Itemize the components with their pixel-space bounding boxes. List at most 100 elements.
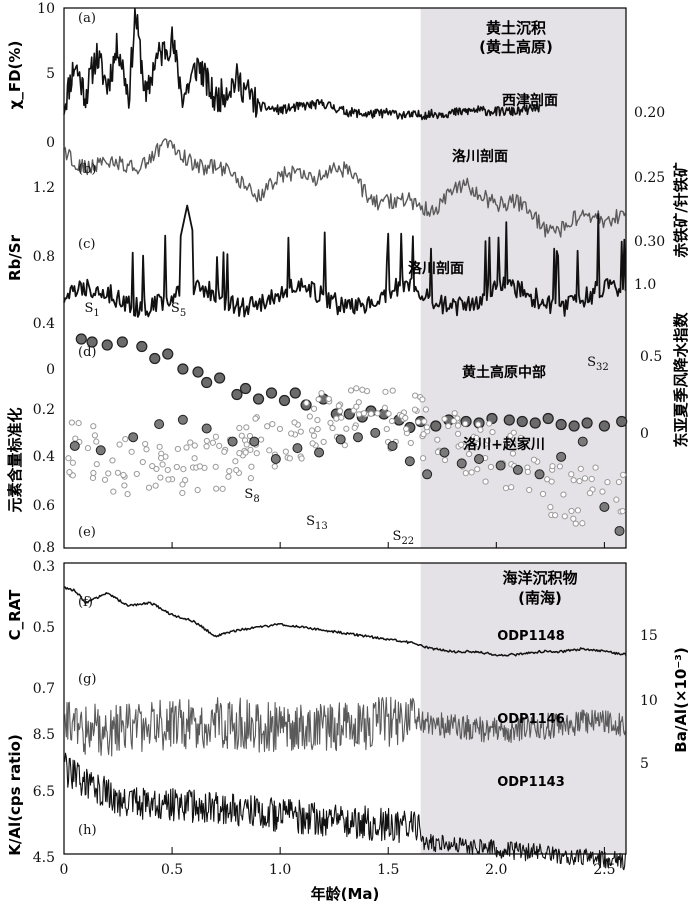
shaded-interval-top bbox=[420, 8, 626, 548]
point-e-small bbox=[149, 462, 156, 470]
soil-label-sub: 8 bbox=[253, 494, 259, 505]
point-e-small bbox=[517, 434, 524, 442]
ytick-f-0.3: 0.3 bbox=[33, 559, 55, 575]
point-d bbox=[555, 418, 567, 431]
point-e-small bbox=[314, 426, 321, 433]
point-e-small bbox=[212, 463, 219, 470]
point-e-small bbox=[502, 485, 510, 492]
point-e-small bbox=[120, 471, 127, 479]
point-e-small bbox=[66, 469, 73, 476]
point-e-small bbox=[308, 427, 316, 434]
point-e-small bbox=[411, 406, 419, 413]
site-label-a: 西津剖面 bbox=[502, 92, 558, 109]
point-d bbox=[149, 352, 161, 365]
point-e-small bbox=[320, 438, 327, 445]
ytick-d-0: 0 bbox=[640, 426, 649, 442]
ytick-e-0.2: 0.2 bbox=[33, 402, 55, 418]
point-e-small bbox=[325, 395, 332, 403]
point-e-small bbox=[469, 440, 476, 448]
point-e-small bbox=[203, 437, 210, 445]
point-e-small bbox=[360, 410, 368, 417]
point-e-small bbox=[353, 385, 360, 392]
point-d bbox=[201, 376, 213, 389]
point-e-small bbox=[310, 405, 318, 412]
point-e-small bbox=[269, 421, 276, 428]
series-b-line bbox=[63, 138, 627, 238]
ytick-h-0.7: 0.7 bbox=[33, 681, 55, 697]
series-h-line bbox=[63, 752, 626, 871]
point-e-small bbox=[530, 456, 538, 463]
point-d bbox=[231, 388, 243, 401]
point-e-small bbox=[419, 396, 426, 403]
point-e-small bbox=[588, 475, 595, 483]
point-e-small bbox=[484, 437, 492, 444]
point-e-small bbox=[570, 477, 577, 484]
xtick-label: 1.5 bbox=[377, 862, 399, 878]
point-e-small bbox=[233, 466, 240, 474]
ytick-h-4.5: 4.5 bbox=[33, 850, 55, 866]
point-e-small bbox=[173, 463, 180, 471]
site-label-d: 黄土高原中部 bbox=[462, 364, 546, 381]
point-e-small bbox=[286, 455, 293, 462]
site-label-g: ODP1146 bbox=[497, 712, 565, 727]
point-e-small bbox=[271, 463, 278, 470]
point-e-small bbox=[90, 423, 97, 430]
point-e-small bbox=[213, 485, 220, 492]
point-e-small bbox=[343, 425, 350, 432]
point-e-small bbox=[619, 507, 626, 515]
ytick-h-8.5: 8.5 bbox=[33, 727, 55, 743]
point-e-small bbox=[243, 441, 250, 448]
point-e bbox=[154, 419, 165, 430]
point-e-small bbox=[246, 432, 254, 440]
point-e-small bbox=[247, 475, 254, 482]
point-e-small bbox=[257, 436, 265, 443]
point-e-small bbox=[156, 443, 163, 450]
point-e-small bbox=[109, 457, 116, 464]
point-e-small bbox=[291, 419, 298, 426]
point-e-small bbox=[509, 450, 517, 457]
point-e-small bbox=[576, 477, 583, 485]
soil-label-sub: 13 bbox=[315, 521, 328, 532]
point-e-small bbox=[101, 476, 109, 483]
ytick-c-0.8: 0.8 bbox=[33, 249, 55, 265]
point-e-small bbox=[572, 520, 579, 527]
ytick-c-0.4: 0.4 bbox=[33, 316, 55, 332]
point-e-small bbox=[152, 482, 159, 489]
ylabel-h: K/Al(cps ratio) bbox=[6, 734, 24, 855]
point-e bbox=[599, 501, 610, 512]
point-e bbox=[387, 440, 398, 451]
ylabel-c: Rb/Sr bbox=[6, 234, 24, 281]
point-e-small bbox=[68, 419, 75, 426]
point-d bbox=[116, 336, 128, 348]
point-e-small bbox=[351, 424, 358, 431]
point-e bbox=[95, 445, 106, 456]
point-e-small bbox=[552, 512, 559, 519]
point-d bbox=[581, 417, 593, 429]
point-e-small bbox=[306, 413, 313, 420]
site-label-h: ODP1143 bbox=[497, 775, 565, 790]
point-e-small bbox=[142, 440, 149, 448]
series-c-line bbox=[63, 204, 627, 318]
soil-label-sub: 32 bbox=[596, 362, 609, 373]
ytick-e-0: 0 bbox=[46, 362, 55, 378]
point-e-small bbox=[145, 484, 153, 491]
point-e-small bbox=[183, 444, 190, 451]
point-e-small bbox=[105, 470, 112, 477]
x-axis-title: 年龄(Ma) bbox=[311, 885, 380, 903]
point-d bbox=[214, 372, 226, 384]
point-e-small bbox=[89, 474, 97, 482]
point-e-small bbox=[482, 478, 489, 485]
ytick-a-10: 10 bbox=[37, 1, 55, 17]
point-e-small bbox=[420, 431, 427, 438]
point-e-small bbox=[539, 490, 547, 498]
ytick-e-0.6: 0.6 bbox=[33, 498, 55, 514]
panel-d-label: (d) bbox=[78, 345, 96, 360]
point-e bbox=[227, 436, 238, 447]
point-e-small bbox=[475, 421, 482, 428]
point-e-small bbox=[475, 441, 482, 448]
point-e-small bbox=[179, 481, 186, 488]
point-e-small bbox=[84, 445, 92, 452]
point-e-small bbox=[219, 485, 226, 492]
point-e-small bbox=[93, 461, 100, 468]
